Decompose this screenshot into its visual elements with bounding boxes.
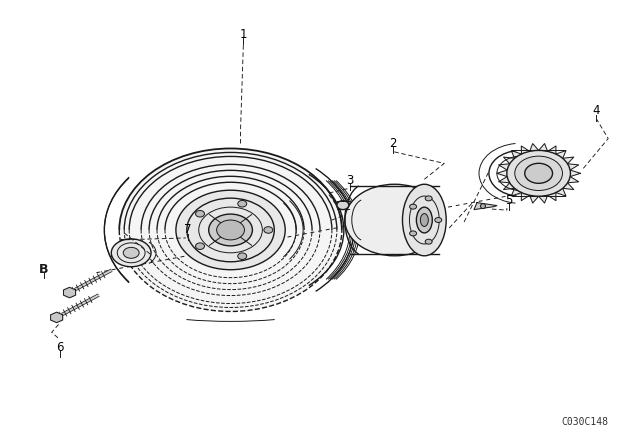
Ellipse shape <box>417 207 432 233</box>
Ellipse shape <box>119 148 342 311</box>
Ellipse shape <box>111 239 151 267</box>
Ellipse shape <box>196 211 204 217</box>
Ellipse shape <box>420 214 428 227</box>
Ellipse shape <box>507 151 570 196</box>
Ellipse shape <box>410 231 417 236</box>
Ellipse shape <box>425 239 432 244</box>
Ellipse shape <box>345 184 444 256</box>
Ellipse shape <box>176 190 285 270</box>
Ellipse shape <box>410 204 417 209</box>
Text: 5: 5 <box>505 194 513 207</box>
Text: 2: 2 <box>388 137 396 150</box>
Ellipse shape <box>196 243 204 250</box>
Polygon shape <box>497 143 580 203</box>
Ellipse shape <box>425 196 432 201</box>
Ellipse shape <box>264 227 273 233</box>
Ellipse shape <box>209 214 252 246</box>
Text: B: B <box>39 263 49 276</box>
Ellipse shape <box>403 184 446 256</box>
Ellipse shape <box>237 200 246 207</box>
Ellipse shape <box>337 201 349 210</box>
Ellipse shape <box>515 156 563 190</box>
Text: 3: 3 <box>346 174 353 187</box>
Polygon shape <box>474 202 497 210</box>
Text: 7: 7 <box>184 224 191 237</box>
Ellipse shape <box>525 164 552 183</box>
Ellipse shape <box>217 220 244 240</box>
Text: 4: 4 <box>593 104 600 117</box>
Polygon shape <box>63 287 76 298</box>
Text: C030C148: C030C148 <box>561 417 608 427</box>
Ellipse shape <box>237 253 246 259</box>
Ellipse shape <box>481 204 486 209</box>
Text: 6: 6 <box>56 341 63 354</box>
Ellipse shape <box>435 218 442 223</box>
Text: 1: 1 <box>240 28 247 41</box>
Polygon shape <box>51 312 63 323</box>
Ellipse shape <box>124 247 139 258</box>
